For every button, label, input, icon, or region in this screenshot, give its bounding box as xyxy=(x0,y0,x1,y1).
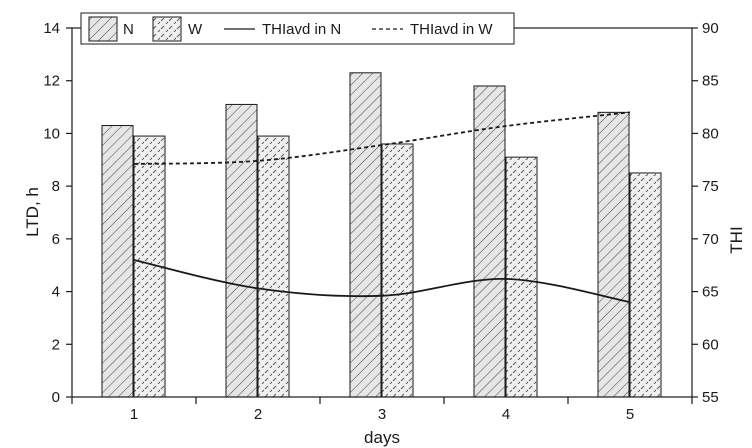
y-tick-label: 0 xyxy=(52,389,60,406)
legend-label-thi-n: THIavd in N xyxy=(262,21,341,38)
bar-w-day-2 xyxy=(257,135,290,398)
legend-label-n: N xyxy=(123,21,134,38)
y-tick-label: 8 xyxy=(52,178,60,195)
y2-tick-label: 80 xyxy=(702,125,719,142)
y-tick-label: 6 xyxy=(52,231,60,248)
bar-w-day-5 xyxy=(629,172,662,398)
line-thi-n xyxy=(133,259,631,303)
bars-layer xyxy=(101,72,662,398)
y2-axis-title: THI xyxy=(727,226,746,253)
y-tick-label: 10 xyxy=(43,125,60,142)
x-axis-title: days xyxy=(364,428,400,447)
x-tick-label: 4 xyxy=(502,406,510,423)
line-thi-w xyxy=(133,111,631,165)
legend-swatch-w xyxy=(152,16,182,42)
y2-tick-label: 55 xyxy=(702,389,719,406)
legend: N W THIavd in N THIavd in W xyxy=(80,12,515,45)
x-tick-label: 2 xyxy=(254,406,262,423)
y-axis-title: LTD, h xyxy=(23,187,42,237)
legend-label-thi-w: THIavd in W xyxy=(410,21,493,38)
y2-tick-label: 60 xyxy=(702,336,719,353)
legend-label-w: W xyxy=(188,21,203,38)
bar-n-day-1 xyxy=(101,125,134,398)
y2-tick-label: 75 xyxy=(702,178,719,195)
y-tick-label: 12 xyxy=(43,73,60,90)
bar-w-day-3 xyxy=(381,143,414,398)
bar-n-day-3 xyxy=(349,72,382,398)
legend-swatch-n xyxy=(88,16,118,42)
x-tick-label: 3 xyxy=(378,406,386,423)
y2-tick-label: 90 xyxy=(702,20,719,37)
y-tick-label: 14 xyxy=(43,20,60,37)
x-tick-label: 5 xyxy=(626,406,634,423)
bar-n-day-2 xyxy=(225,103,258,398)
bar-w-day-4 xyxy=(505,156,538,398)
x-tick-label: 1 xyxy=(130,406,138,423)
lines-layer xyxy=(133,111,631,303)
y2-tick-label: 70 xyxy=(702,231,719,248)
bar-n-day-5 xyxy=(597,111,630,398)
y-tick-label: 4 xyxy=(52,284,60,301)
y-tick-label: 2 xyxy=(52,336,60,353)
bar-n-day-4 xyxy=(473,85,506,398)
y2-tick-label: 65 xyxy=(702,284,719,301)
y2-tick-label: 85 xyxy=(702,73,719,90)
